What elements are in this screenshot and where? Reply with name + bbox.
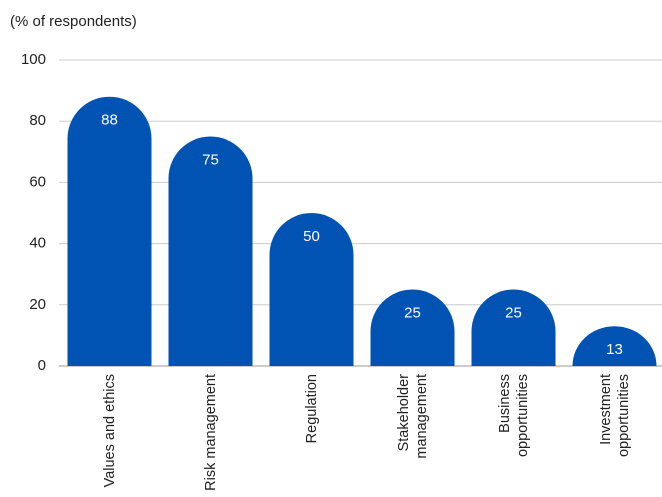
y-tick-label: 80 [29,112,46,129]
bar [471,289,556,366]
value-label: 50 [303,228,320,245]
y-tick-label: 40 [29,235,46,252]
x-tick-label: Values and ethics [101,374,118,488]
y-tick-label: 20 [29,296,46,313]
bar [67,96,152,366]
x-tick-label: Regulation [303,374,320,444]
y-axis-label: (% of respondents) [10,13,137,30]
y-tick-label: 0 [38,357,46,374]
x-tick-label: Business opportunities [496,374,531,458]
value-label: 88 [101,112,118,129]
value-label: 13 [606,341,623,358]
y-tick-label: 60 [29,173,46,190]
value-label: 25 [404,304,421,321]
y-tick-label: 100 [21,51,46,68]
x-tick-label: Investment opportunities [597,374,632,458]
bar [572,326,657,366]
x-tick-label: Stakeholder management [395,374,430,459]
bar [168,136,253,366]
bar [269,213,354,366]
value-label: 25 [505,304,522,321]
x-tick-label: Risk management [202,374,219,491]
value-label: 75 [202,151,219,168]
bar [370,289,455,366]
